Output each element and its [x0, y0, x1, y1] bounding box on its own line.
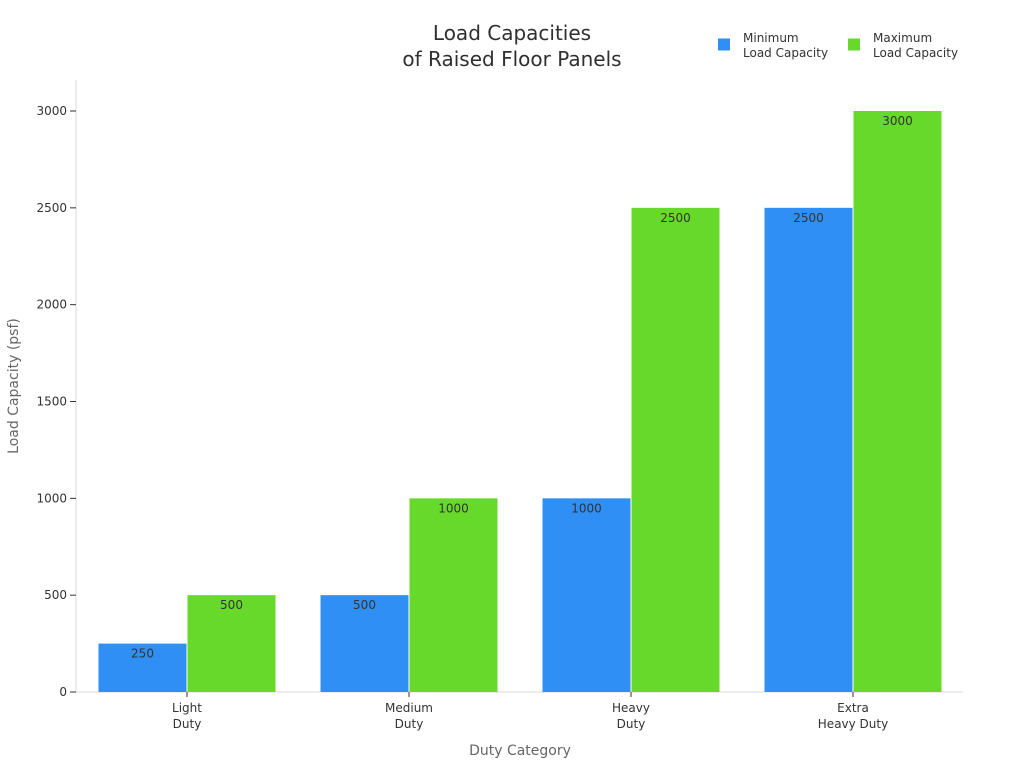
- x-axis-label: Duty Category: [469, 743, 571, 759]
- x-tick-label-line-1: Heavy: [612, 701, 650, 715]
- bar-maximum: [853, 111, 942, 692]
- x-tick-label-line-2: Duty: [173, 717, 202, 731]
- chart-title-line-2: of Raised Floor Panels: [402, 47, 621, 71]
- x-tick-label-line-1: Light: [172, 701, 202, 715]
- data-label-minimum: 1000: [571, 501, 602, 515]
- y-axis: 0 500 1000 1500 2000 2500 3000 Load Capacity (…: [6, 80, 77, 699]
- bar-minimum: [98, 643, 187, 692]
- data-label-minimum: 250: [131, 647, 154, 661]
- data-label-minimum: 500: [353, 598, 376, 612]
- y-axis-label: Load Capacity (psf): [6, 318, 22, 454]
- x-axis: Light Duty Medium Duty Heavy Duty Extra Heavy D…: [76, 691, 963, 759]
- data-label-maximum: 500: [220, 598, 243, 612]
- data-label-maximum: 1000: [438, 501, 469, 515]
- x-axis-ticks: Light Duty Medium Duty Heavy Duty Extra Heavy D…: [172, 692, 888, 731]
- y-tick-label: 0: [59, 685, 67, 699]
- data-label-minimum: 2500: [793, 211, 824, 225]
- x-tick-label-line-1: Medium: [385, 701, 433, 715]
- data-labels: 250 500 500 1000 1000 2500 2500 3000: [131, 114, 913, 661]
- legend-label-maximum-line-1: Maximum: [873, 31, 932, 45]
- legend-swatch-minimum: [718, 38, 730, 51]
- x-tick-label-line-1: Extra: [837, 701, 869, 715]
- legend-label-minimum-line-1: Minimum: [743, 31, 799, 45]
- y-axis-ticks: 0 500 1000 1500 2000 2500 3000: [36, 104, 76, 699]
- x-tick-label-line-2: Duty: [395, 717, 424, 731]
- y-tick-label: 1500: [36, 395, 67, 409]
- legend-label-minimum-line-2: Load Capacity: [743, 46, 828, 60]
- bar-maximum: [409, 498, 498, 692]
- y-tick-label: 2500: [36, 201, 67, 215]
- y-tick-label: 3000: [36, 104, 67, 118]
- bar-minimum: [764, 207, 853, 693]
- y-tick-label: 2000: [36, 298, 67, 312]
- bars: [98, 111, 942, 693]
- x-tick-label-line-2: Heavy Duty: [818, 717, 888, 731]
- legend-swatch-maximum: [848, 38, 860, 51]
- data-label-maximum: 2500: [660, 211, 691, 225]
- chart-title-line-1: Load Capacities: [433, 21, 591, 45]
- chart-title: Load Capacities of Raised Floor Panels: [402, 21, 621, 71]
- bar-maximum: [631, 207, 720, 693]
- y-tick-label: 1000: [36, 491, 67, 505]
- legend-label-maximum-line-2: Load Capacity: [873, 46, 958, 60]
- y-tick-label: 500: [44, 588, 67, 602]
- legend: Minimum Load Capacity Maximum Load Capac…: [718, 31, 958, 60]
- bar-minimum: [320, 595, 409, 692]
- x-tick-label-line-2: Duty: [617, 717, 646, 731]
- bar-minimum: [542, 498, 631, 692]
- data-label-maximum: 3000: [882, 114, 913, 128]
- bar-maximum: [187, 595, 276, 692]
